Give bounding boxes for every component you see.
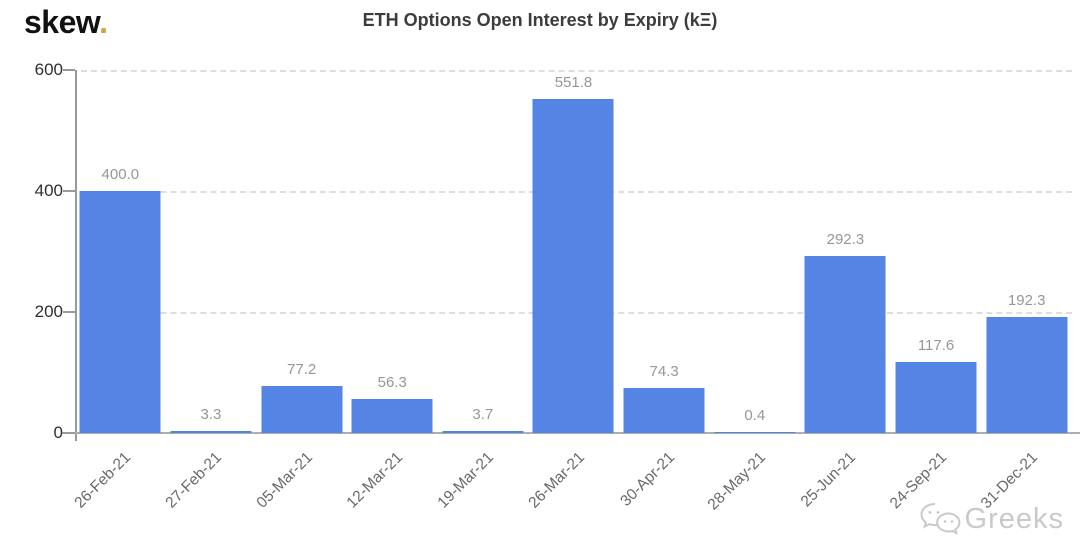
bar-28-May-21[interactable]	[714, 432, 796, 433]
skew-logo: skew.	[24, 4, 108, 41]
x-tick-label-26-Mar-21: 26-Mar-21	[524, 449, 588, 512]
bar-slot-05-Mar-21: 77.2	[256, 70, 347, 433]
x-tick-label-27-Feb-21: 27-Feb-21	[162, 449, 225, 512]
y-tick-label: 0	[53, 423, 63, 442]
y-tick-mark	[63, 69, 75, 71]
bar-slot-28-May-21: 0.4	[709, 70, 800, 433]
x-tick-label-12-Mar-21: 12-Mar-21	[343, 449, 407, 512]
skew-logo-text: skew	[24, 4, 100, 40]
bar-value-label: 117.6	[917, 336, 955, 354]
skew-logo-dot: .	[99, 4, 108, 40]
x-tick-label-30-Apr-21: 30-Apr-21	[617, 449, 679, 510]
y-tick-label: 600	[34, 60, 63, 79]
bar-slot-26-Feb-21: 400.0	[75, 70, 166, 433]
bar-value-label: 0.4	[744, 407, 766, 424]
bar-31-Dec-21[interactable]	[986, 316, 1068, 433]
x-tick-label-25-Jun-21: 25-Jun-21	[798, 449, 860, 511]
bar-chart-plot-area: 0 200 400 600 400.0 3.3 77.2 56.3 3.7 551.8 74.3 0…	[35, 60, 1080, 513]
bar-30-Apr-21[interactable]	[623, 388, 705, 433]
bar-24-Sep-21[interactable]	[895, 361, 977, 433]
y-axis-line	[75, 70, 77, 441]
y-tick-mark	[63, 311, 75, 313]
bar-slot-27-Feb-21: 3.3	[166, 70, 257, 433]
bar-value-label: 77.2	[286, 361, 317, 379]
bar-value-label: 3.3	[200, 406, 222, 424]
bar-value-label: 551.8	[554, 74, 593, 92]
bar-value-label: 74.3	[649, 363, 679, 381]
y-tick-label: 200	[34, 302, 63, 321]
bar-26-Mar-21[interactable]	[532, 99, 614, 433]
bar-slot-24-Sep-21: 117.6	[891, 70, 982, 433]
wechat-icon	[919, 501, 961, 537]
watermark-text: Greeks	[964, 502, 1064, 535]
bar-slot-25-Jun-21: 292.3	[800, 70, 891, 433]
x-axis-line	[62, 432, 1080, 434]
bar-value-label: 56.3	[377, 373, 407, 391]
bar-slot-31-Dec-21: 192.3	[981, 70, 1072, 433]
x-tick-label-19-Mar-21: 19-Mar-21	[434, 449, 497, 512]
x-tick-label-26-Feb-21: 26-Feb-21	[71, 449, 135, 512]
bar-value-label: 192.3	[1007, 291, 1046, 309]
gridline-y-600	[81, 70, 1072, 72]
y-tick-mark	[63, 432, 75, 434]
y-tick-label: 400	[34, 181, 63, 200]
bar-slot-26-Mar-21: 551.8	[528, 70, 619, 433]
y-tick-mark	[63, 190, 75, 192]
bar-value-label: 3.7	[472, 405, 494, 423]
bar-27-Feb-21[interactable]	[170, 431, 252, 433]
x-tick-label-05-Mar-21: 05-Mar-21	[253, 449, 316, 512]
bar-slot-19-Mar-21: 3.7	[438, 70, 529, 433]
bar-slot-12-Mar-21: 56.3	[347, 70, 438, 433]
bar-26-Feb-21[interactable]	[79, 191, 161, 433]
bar-value-label: 292.3	[826, 231, 865, 249]
watermark: Greeks	[919, 501, 1064, 537]
bar-12-Mar-21[interactable]	[351, 398, 433, 433]
bar-value-label: 400.0	[101, 166, 140, 183]
x-tick-label-28-May-21: 28-May-21	[704, 449, 769, 514]
bar-05-Mar-21[interactable]	[261, 386, 343, 433]
bar-19-Mar-21[interactable]	[442, 430, 524, 433]
bar-25-Jun-21[interactable]	[804, 256, 886, 433]
bar-slot-30-Apr-21: 74.3	[619, 70, 710, 433]
chart-title: ETH Options Open Interest by Expiry (kΞ)	[362, 10, 718, 30]
